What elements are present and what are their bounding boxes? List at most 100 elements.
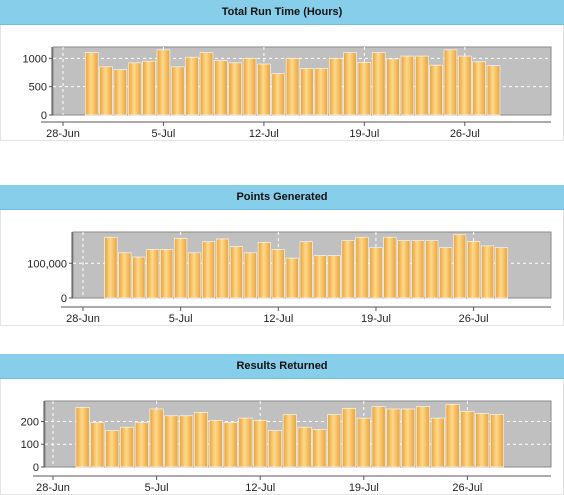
bar	[199, 52, 214, 116]
bar	[297, 426, 312, 468]
x-tick-label: 26-Jul	[450, 128, 480, 140]
y-tick-label: 100	[21, 439, 39, 451]
bar	[475, 413, 490, 468]
bar	[243, 252, 257, 299]
y-tick-label: 0	[61, 293, 67, 305]
bar	[228, 62, 242, 116]
bar	[223, 422, 238, 468]
bar	[188, 252, 202, 299]
x-tick-label: 19-Jul	[349, 482, 379, 494]
bar	[118, 252, 132, 299]
bar	[494, 247, 509, 299]
x-tick-label: 19-Jul	[349, 128, 379, 140]
chart-title: Points Generated	[0, 185, 564, 210]
bar	[445, 404, 460, 468]
run-time-chart: 0 500 1000 28-Jun 5-Jul 12-Jul 19-Jul 26-Jul	[23, 46, 552, 140]
chart-panel-results-returned: Results Returned 0 100 200 28-Jun 5-Jul 12-Ju…	[0, 354, 564, 495]
bar	[208, 420, 223, 468]
chart-title: Total Run Time (Hours)	[0, 0, 564, 25]
chart-panel-run-time: Total Run Time (Hours) 0 500 1000 28-Jun 5-J…	[0, 0, 564, 141]
bar	[416, 406, 430, 468]
bar	[257, 242, 271, 299]
bar	[486, 65, 501, 116]
bar	[257, 63, 271, 116]
bar	[179, 415, 194, 468]
bar	[400, 55, 415, 116]
bar	[238, 417, 253, 468]
bar	[120, 426, 134, 468]
bar	[327, 255, 341, 299]
bar	[194, 412, 208, 468]
bar	[369, 247, 383, 299]
bar	[149, 408, 164, 468]
chart-panel-points-generated: Points Generated 0 100,000 28-Jun 5-Jul 12-J…	[0, 185, 564, 326]
chart-body: 0 500 1000 28-Jun 5-Jul 12-Jul 19-Jul 26-Jul	[0, 25, 564, 141]
x-tick-label: 28-Jun	[66, 313, 100, 325]
y-tick-label: 500	[29, 82, 47, 94]
bar	[146, 249, 160, 299]
bar	[343, 52, 357, 116]
x-tick-label: 12-Jul	[245, 482, 275, 494]
y-tick-label: 0	[33, 462, 39, 474]
y-tick-label: 200	[21, 416, 39, 428]
bar	[458, 55, 472, 116]
bar	[472, 61, 486, 116]
bar	[142, 60, 156, 116]
bar	[128, 62, 142, 116]
x-tick-label: 26-Jul	[452, 482, 482, 494]
bar	[99, 66, 113, 116]
bar	[299, 241, 313, 299]
bar	[242, 58, 257, 116]
bar	[105, 430, 120, 468]
bar	[282, 414, 297, 468]
bar	[185, 56, 199, 116]
bar	[84, 52, 99, 116]
bar	[386, 408, 401, 468]
x-tick-label: 5-Jul	[145, 482, 169, 494]
bar	[75, 407, 90, 468]
bar	[313, 255, 327, 299]
bar	[253, 420, 268, 468]
bar	[229, 246, 243, 299]
bar	[285, 257, 299, 299]
bar	[268, 430, 282, 468]
bar	[481, 245, 495, 299]
bar	[134, 422, 149, 468]
chart-body: 0 100,000 28-Jun 5-Jul 12-Jul 19-Jul 26-Jul	[0, 210, 564, 326]
x-tick-label: 12-Jul	[249, 128, 279, 140]
bar	[300, 68, 314, 116]
bar	[386, 58, 400, 116]
x-tick-label: 12-Jul	[263, 313, 293, 325]
bar	[490, 414, 504, 468]
bar	[285, 58, 300, 116]
bar	[271, 73, 285, 116]
bar	[214, 60, 228, 116]
x-tick-label: 19-Jul	[361, 313, 391, 325]
bar	[357, 61, 372, 116]
bar	[312, 429, 327, 468]
results-returned-chart: 0 100 200 28-Jun 5-Jul 12-Jul 19-Jul 26-Jul	[21, 400, 552, 494]
x-tick-label: 26-Jul	[459, 313, 489, 325]
bar	[202, 241, 216, 299]
x-tick-label: 28-Jun	[36, 482, 70, 494]
bar	[164, 415, 179, 468]
chart-body: 0 100 200 28-Jun 5-Jul 12-Jul 19-Jul 26-Jul	[0, 379, 564, 495]
x-tick-label: 5-Jul	[169, 313, 193, 325]
bar	[415, 55, 429, 116]
bar	[383, 236, 397, 299]
bar	[156, 49, 171, 116]
bar	[341, 240, 355, 299]
y-tick-label: 100,000	[27, 258, 67, 270]
bar	[460, 410, 475, 468]
bar	[271, 249, 285, 299]
bar	[371, 406, 386, 468]
bar	[430, 417, 445, 468]
x-tick-label: 28-Jun	[46, 128, 80, 140]
bar	[132, 256, 146, 299]
bar	[439, 247, 453, 299]
y-tick-label: 1000	[23, 53, 47, 65]
x-tick-label: 5-Jul	[152, 128, 176, 140]
bar	[104, 236, 118, 299]
bar	[411, 240, 425, 299]
chart-title: Results Returned	[0, 354, 564, 379]
